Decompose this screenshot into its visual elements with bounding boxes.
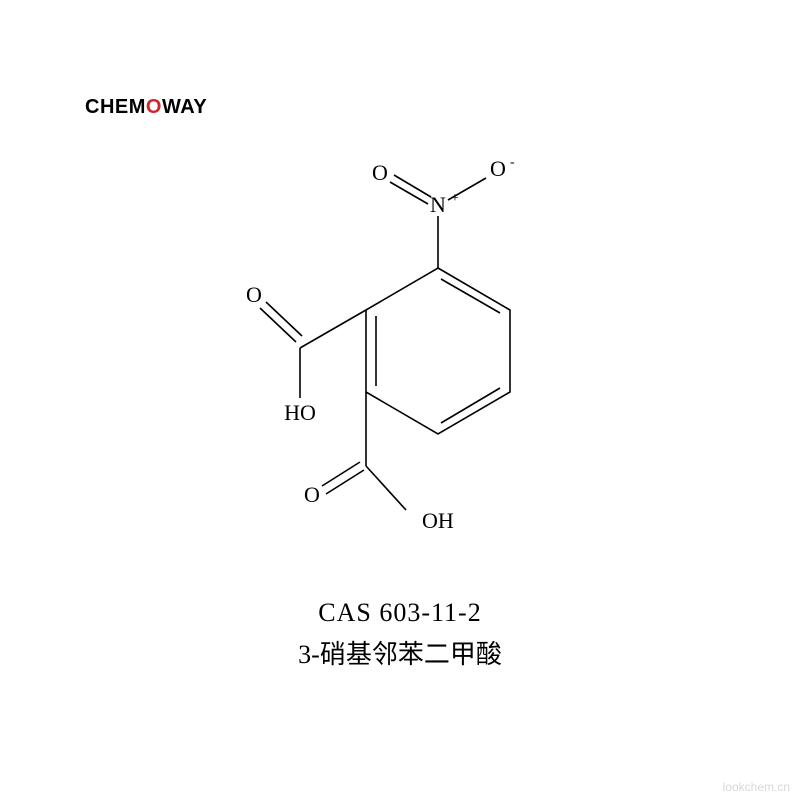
atom-label-nitro-O-minus: O [490, 160, 506, 181]
atom-label-cooh1-O: O [246, 282, 262, 307]
charge-N-plus: + [451, 191, 459, 206]
atom-label-cooh2-OH: OH [422, 508, 454, 533]
atom-label-nitro-O-dbl: O [372, 160, 388, 185]
atom-label-cooh1-OH: HO [284, 400, 316, 425]
cas-number-label: CAS 603-11-2 [0, 598, 800, 628]
logo-part-post: WAY [162, 96, 207, 118]
logo-part-pre: CHEM [85, 96, 146, 118]
molecule-diagram: N + O O - O HO O OH [230, 160, 590, 600]
compound-name-zh: 3-硝基邻苯二甲酸 [0, 634, 800, 671]
atom-label-cooh2-O: O [304, 482, 320, 507]
watermark-text: lookchem.cn [723, 780, 790, 794]
image-container: CHEMOWAY [0, 0, 800, 800]
logo-part-o: O [146, 96, 162, 118]
atom-label-N: N [430, 192, 446, 217]
company-logo: CHEMOWAY [85, 96, 207, 119]
charge-O-minus: - [510, 160, 515, 170]
